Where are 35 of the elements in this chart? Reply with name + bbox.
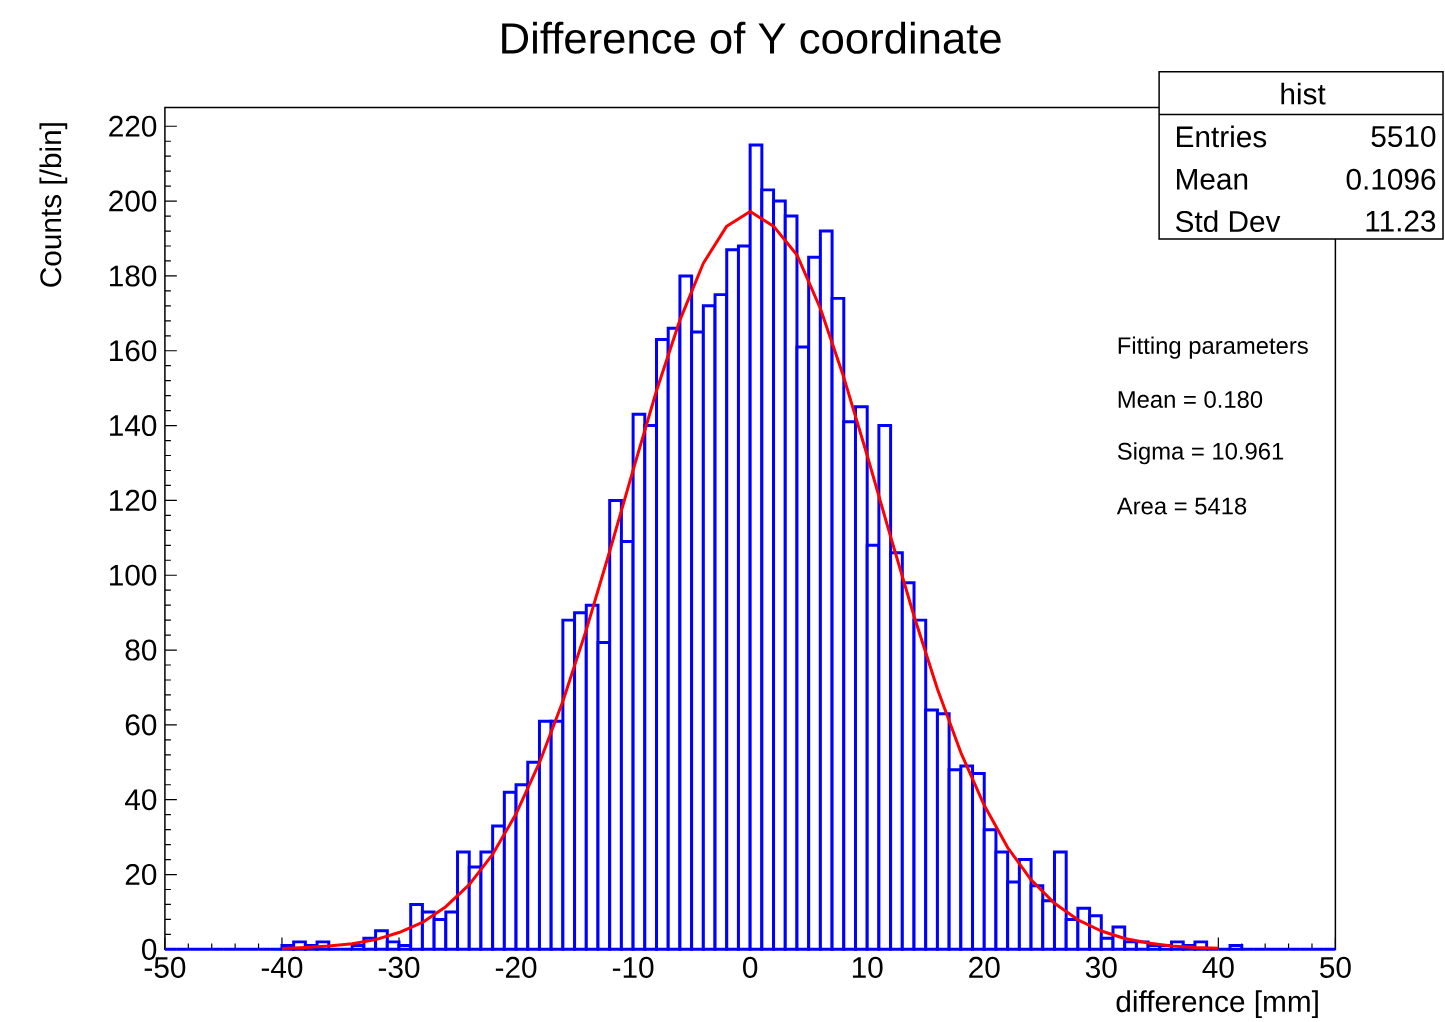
chart-title: Difference of Y coordinate: [502, 21, 1001, 54]
y-tick-label: 160: [110, 340, 157, 362]
x-axis-title: difference [mm]: [1116, 990, 1318, 1018]
annotation: Fitting parameters: [1118, 336, 1308, 359]
text: 5510: [1371, 125, 1436, 147]
x-tick-label: 20: [969, 956, 1000, 978]
y-tick-label: 200: [109, 190, 157, 212]
x-tick-label: -40: [261, 956, 303, 978]
y-tick-label: 100: [110, 564, 157, 586]
annotation: Sigma = 10.961: [1117, 442, 1284, 465]
y-tick-label: 180: [110, 265, 157, 287]
annotation: Entries: [1177, 125, 1267, 148]
y-tick-label: 60: [125, 714, 157, 736]
x-tick-label: 10: [852, 956, 883, 978]
x-tick-label: 50: [1320, 956, 1351, 978]
text: 0.1096: [1346, 168, 1436, 190]
annotation: Area = 5418: [1116, 497, 1247, 515]
y-tick-label: 140: [110, 415, 157, 437]
x-tick-label: 30: [1085, 956, 1117, 978]
y-tick-label: 120: [110, 489, 157, 511]
x-tick-label: -30: [378, 956, 420, 978]
y-tick-label: 20: [125, 863, 157, 886]
x-tick-label: 0: [743, 956, 758, 978]
text: hist: [1281, 82, 1326, 105]
annotation: Std Dev: [1175, 210, 1281, 233]
text: 11.23: [1366, 210, 1436, 232]
y-tick-label: 40: [124, 789, 157, 811]
x-tick-label: -20: [495, 956, 537, 978]
y-axis-title: Counts [/bin]: [39, 123, 68, 287]
annotation: Mean = 0.180: [1118, 391, 1263, 408]
y-tick-label: 80: [125, 639, 157, 661]
y-tick-label: 220: [109, 115, 157, 137]
x-tick-label: 40: [1202, 956, 1234, 978]
annotation: Mean: [1177, 168, 1248, 190]
x-tick-label: -10: [612, 956, 654, 978]
